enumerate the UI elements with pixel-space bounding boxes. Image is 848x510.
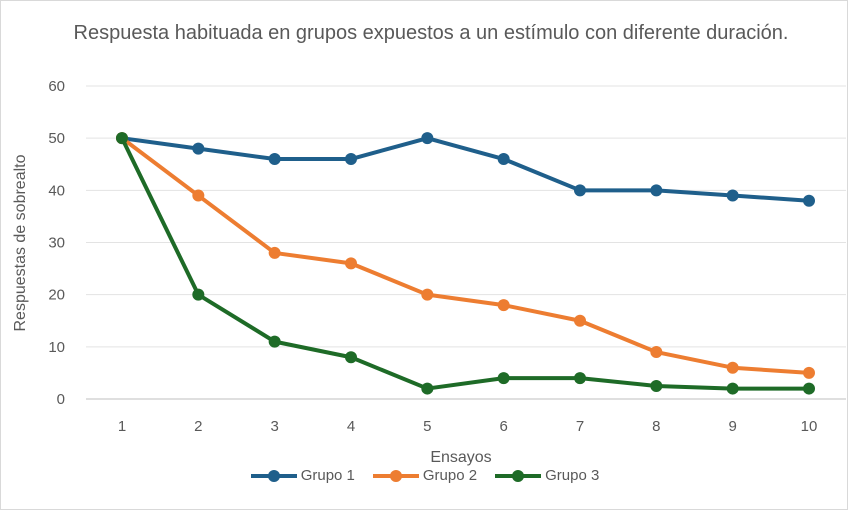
legend-label: Grupo 2 bbox=[422, 467, 478, 484]
data-point bbox=[345, 257, 357, 270]
x-tick-label: 5 bbox=[423, 418, 431, 435]
data-point bbox=[497, 372, 510, 385]
data-point bbox=[803, 366, 815, 379]
data-point bbox=[421, 288, 434, 301]
data-point bbox=[650, 346, 663, 359]
y-tick-label: 40 bbox=[48, 182, 65, 199]
data-point bbox=[726, 189, 739, 202]
data-point bbox=[268, 153, 281, 166]
x-tick-label: 8 bbox=[652, 418, 660, 435]
legend-label: Grupo 3 bbox=[545, 467, 600, 484]
series-line-1 bbox=[121, 136, 810, 203]
data-point bbox=[497, 153, 510, 166]
x-axis-label: Ensayos bbox=[430, 449, 491, 466]
y-tick-label: 60 bbox=[48, 78, 65, 95]
y-tick-label: 10 bbox=[48, 339, 65, 356]
data-point bbox=[574, 372, 586, 385]
x-tick-label: 2 bbox=[194, 418, 202, 435]
x-tick-label: 7 bbox=[576, 418, 584, 435]
data-point bbox=[803, 382, 815, 395]
legend-item: Grupo 2 bbox=[372, 467, 478, 484]
y-axis-label: Respuestas de sobrealto bbox=[12, 154, 29, 331]
data-point bbox=[726, 382, 739, 395]
x-tick-label: 3 bbox=[270, 418, 278, 435]
data-point bbox=[345, 351, 357, 364]
data-point bbox=[192, 142, 205, 155]
x-tick-label: 9 bbox=[728, 418, 736, 435]
y-tick-label: 0 bbox=[57, 391, 65, 408]
chart-title: Respuesta habituada en grupos expuestos … bbox=[73, 22, 789, 44]
data-point bbox=[421, 382, 434, 395]
y-tick-label: 20 bbox=[48, 287, 65, 304]
x-tick-label: 4 bbox=[347, 418, 355, 435]
data-point bbox=[116, 132, 128, 145]
legend-swatch bbox=[495, 469, 542, 482]
data-point bbox=[497, 299, 510, 312]
series-line-3 bbox=[120, 137, 809, 391]
legend-label: Grupo 1 bbox=[300, 467, 355, 484]
data-point bbox=[192, 189, 205, 202]
y-tick-label: 30 bbox=[48, 235, 65, 252]
x-tick-label: 6 bbox=[499, 418, 507, 435]
data-point bbox=[421, 132, 434, 145]
data-point bbox=[803, 194, 815, 207]
data-point bbox=[192, 288, 205, 301]
x-tick-label: 1 bbox=[118, 418, 126, 435]
legend: Grupo 1 Grupo 2 Grupo 3 bbox=[1, 467, 847, 484]
x-tick-label: 10 bbox=[801, 418, 818, 435]
legend-item: Grupo 3 bbox=[495, 467, 599, 484]
data-point bbox=[574, 184, 586, 197]
series-line-2 bbox=[120, 136, 810, 375]
data-point bbox=[268, 335, 281, 348]
y-tick-label: 50 bbox=[48, 130, 65, 147]
legend-swatch bbox=[372, 469, 419, 482]
legend-swatch bbox=[250, 469, 297, 482]
data-point bbox=[726, 361, 739, 374]
data-point bbox=[650, 379, 663, 392]
data-point bbox=[650, 184, 663, 197]
data-point bbox=[268, 246, 281, 259]
data-point bbox=[345, 153, 357, 166]
data-point bbox=[574, 314, 586, 327]
legend-item: Grupo 1 bbox=[250, 467, 355, 484]
